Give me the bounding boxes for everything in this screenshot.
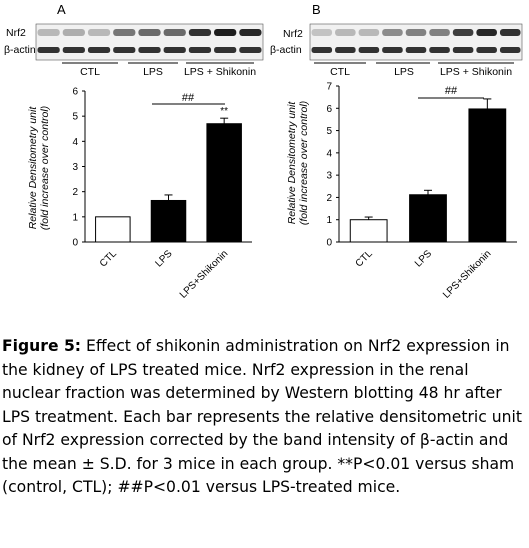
chart-b-x-tick-label: CTL [354, 248, 375, 269]
blot-a-row2-label: β-actin [4, 44, 36, 56]
blot-b-row1-label: Nrf2 [283, 28, 303, 40]
blot-b-actin-band [335, 47, 356, 53]
figure-caption: Figure 5: Effect of shikonin administrat… [2, 335, 526, 500]
chart-a-y-tick-label: 0 [72, 238, 78, 249]
blot-a-group-lps: LPS [143, 66, 163, 78]
chart-a-bar [95, 216, 131, 243]
western-blot-a [35, 23, 264, 61]
bar-chart-b: 0 1 2 3 4 5 6 7 CTL LPS LPS+Shikonin [326, 82, 517, 301]
blot-a-nrf2-band [87, 29, 111, 36]
chart-a-bar-annotation: ** [220, 106, 228, 117]
chart-a-y-tick-label: 5 [72, 112, 78, 123]
blot-a-actin-band [113, 47, 136, 53]
chart-b-y-tick-label: 0 [326, 238, 332, 249]
blot-a-actin-band [239, 47, 262, 53]
blot-a-row1-label: Nrf2 [6, 27, 26, 39]
blot-b-nrf2-band [405, 29, 427, 36]
chart-b-y-tick-label: 4 [326, 148, 332, 159]
chart-b-x-tick-label: LPS+Shikonin [441, 248, 493, 300]
blot-a-actin-band [163, 47, 186, 53]
chart-a-bar [206, 123, 242, 243]
blot-b-actin-band [476, 47, 497, 53]
blot-b-actin-band [311, 47, 333, 53]
blot-b-nrf2-band [358, 29, 380, 36]
blot-a-nrf2-band [239, 29, 262, 36]
blot-b-nrf2-band [335, 29, 356, 36]
figure-panels: A B Nrf2 β-actin Nrf2 β-actin CTL LPS LP… [4, 2, 523, 301]
blot-b-actin-band [382, 47, 403, 53]
panel-letter-a: A [57, 2, 66, 17]
blot-b-nrf2-band [311, 29, 333, 36]
chart-b-ylabel2: (fold increase over control) [298, 101, 310, 225]
chart-b-bar [409, 194, 447, 243]
blot-b-nrf2-band [476, 29, 497, 36]
chart-a-y-tick-label: 6 [72, 87, 78, 98]
bar-chart-a: 0 1 2 3 4 5 6 CTL LPS ** LPS+Shikonin [72, 87, 252, 301]
blot-b-nrf2-band [452, 29, 474, 36]
blot-b-actin-band [358, 47, 380, 53]
chart-a-sig-hash: ## [182, 92, 195, 104]
chart-a-ylabel2: (fold increase over control) [39, 106, 51, 230]
blot-a-actin-band [62, 47, 85, 53]
blot-b-row2-label: β-actin [270, 44, 302, 56]
blot-a-nrf2-band [37, 29, 60, 36]
chart-a-y-tick-label: 2 [72, 187, 78, 198]
chart-b-y-tick-label: 1 [326, 215, 332, 226]
chart-a-x-tick-label: CTL [98, 248, 119, 269]
blot-b-actin-band [429, 47, 450, 53]
chart-b-ylabel: Relative Densitometry unit [286, 101, 298, 225]
blot-a-nrf2-band [62, 29, 85, 36]
blot-b-actin-band [452, 47, 474, 53]
chart-b-y-tick-label: 3 [326, 171, 332, 182]
chart-b-y-tick-label: 5 [326, 126, 332, 137]
blot-a-actin-band [214, 47, 237, 53]
chart-b-x-tick-label: LPS [413, 248, 434, 269]
chart-b-y-tick-label: 7 [326, 82, 332, 93]
blot-a-nrf2-band [138, 29, 161, 36]
blot-b-actin-band [499, 47, 521, 53]
chart-a-y-tick-label: 1 [72, 212, 78, 223]
chart-b-bar [468, 108, 507, 243]
blot-b-nrf2-band [429, 29, 450, 36]
blot-a-group-lps-shikonin: LPS + Shikonin [184, 66, 256, 78]
panel-letter-b: B [312, 2, 321, 17]
chart-a-x-tick-label: LPS+Shikonin [178, 248, 230, 300]
chart-b-bar [349, 219, 388, 243]
blot-a-actin-band [188, 47, 212, 53]
blot-a-nrf2-band [163, 29, 186, 36]
chart-b-y-tick-label: 6 [326, 104, 332, 115]
blot-a-nrf2-band [188, 29, 212, 36]
chart-a-ylabel: Relative Densitometry unit [27, 106, 39, 230]
blot-a-actin-band [138, 47, 161, 53]
chart-b-sig-hash: ## [445, 85, 458, 97]
blot-a-nrf2-band [214, 29, 237, 36]
blot-b-nrf2-band [382, 29, 403, 36]
blot-b-actin-band [405, 47, 427, 53]
blot-b-nrf2-band [499, 29, 521, 36]
blot-a-nrf2-band [113, 29, 136, 36]
blot-b-group-lps-shikonin: LPS + Shikonin [440, 66, 512, 78]
chart-b-y-tick-label: 2 [326, 193, 332, 204]
chart-a-bar [150, 199, 187, 243]
blot-a-actin-band [87, 47, 111, 53]
blot-b-group-lps: LPS [394, 66, 414, 78]
chart-a-y-tick-label: 3 [72, 162, 78, 173]
chart-a-y-tick-label: 4 [72, 137, 78, 148]
caption-lead: Figure 5: [2, 337, 82, 355]
blot-a-group-ctl: CTL [80, 66, 100, 78]
chart-a-x-tick-label: LPS [153, 248, 174, 269]
blot-a-actin-band [37, 47, 60, 53]
caption-body: Effect of shikonin administration on Nrf… [2, 337, 522, 496]
blot-b-group-ctl: CTL [330, 66, 350, 78]
western-blot-b [309, 23, 523, 61]
